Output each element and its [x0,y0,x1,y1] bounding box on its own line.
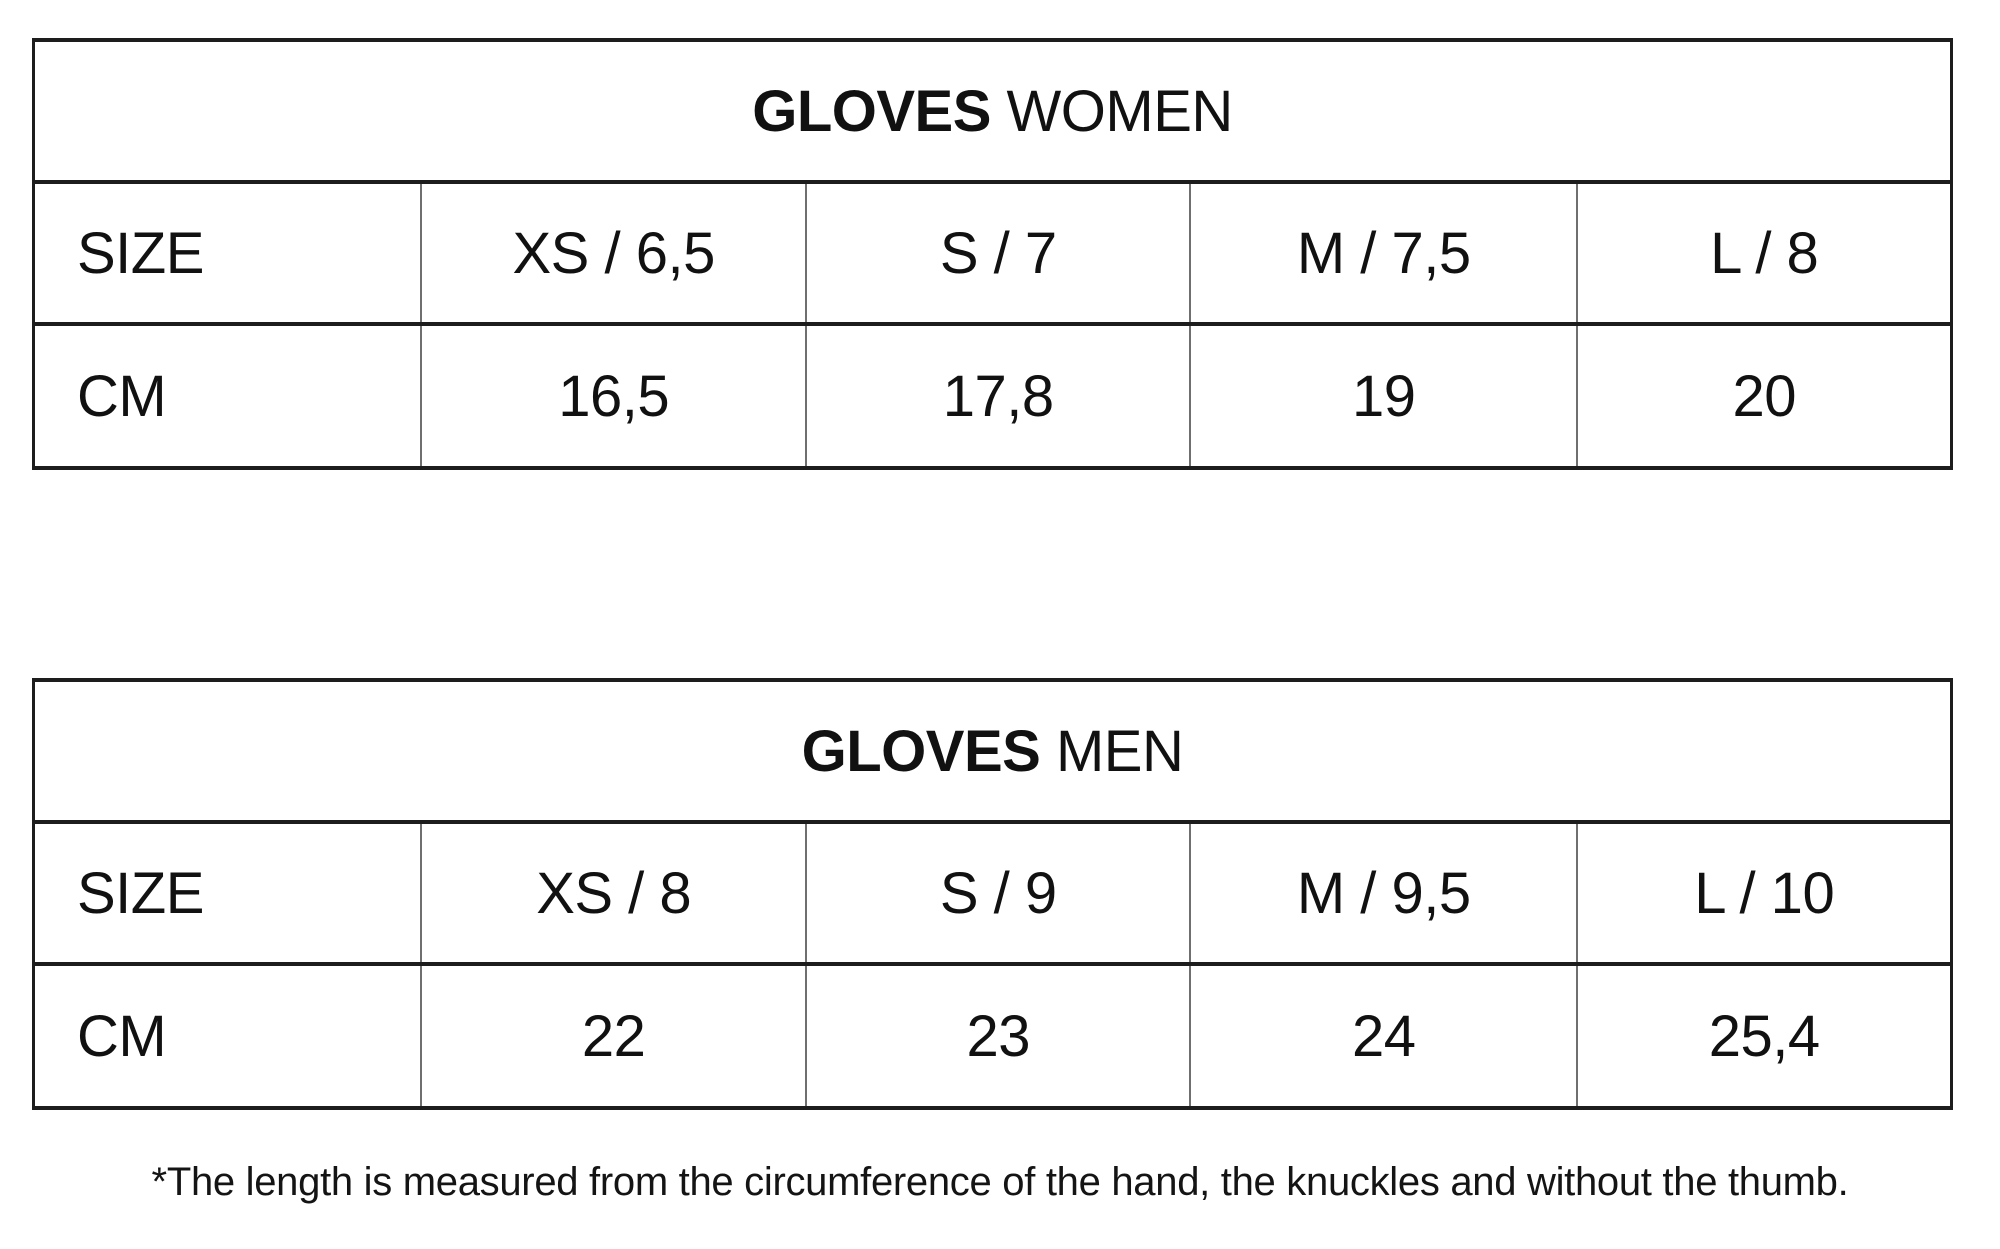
cm-value-xs: 22 [419,962,808,1110]
gloves-women-size-row: SIZE XS / 6,5 S / 7 M / 7,5 L / 8 [32,180,1953,326]
gloves-women-title-row: GLOVES WOMEN [32,38,1953,184]
cm-row-label: CM [32,322,422,470]
gloves-men-table-title: GLOVES MEN [32,678,1953,824]
table-title-product: GLOVES [752,78,991,144]
size-row-label: SIZE [32,820,422,966]
size-value-xs: XS / 6,5 [419,180,808,326]
gloves-men-size-chart: GLOVES MEN SIZE XS / 8 S / 9 M / 9,5 L /… [32,678,1953,1110]
gloves-women-table-title: GLOVES WOMEN [32,38,1953,184]
gloves-men-title-row: GLOVES MEN [32,678,1953,824]
size-value-xs: XS / 8 [419,820,808,966]
size-value-m: M / 9,5 [1189,820,1579,966]
size-value-s: S / 9 [805,820,1192,966]
cm-value-l: 25,4 [1576,962,1953,1110]
table-title-audience: MEN [1055,718,1184,784]
gloves-women-cm-row: CM 16,5 17,8 19 20 [32,322,1953,470]
gloves-men-cm-row: CM 22 23 24 25,4 [32,962,1953,1110]
size-value-l: L / 8 [1576,180,1953,326]
cm-value-s: 23 [805,962,1192,1110]
cm-value-l: 20 [1576,322,1953,470]
cm-row-label: CM [32,962,422,1110]
size-value-l: L / 10 [1576,820,1953,966]
table-title-audience: WOMEN [1006,78,1234,144]
measurement-footnote: *The length is measured from the circumf… [151,1160,1849,1204]
gloves-men-size-row: SIZE XS / 8 S / 9 M / 9,5 L / 10 [32,820,1953,966]
size-row-label: SIZE [32,180,422,326]
table-title-product: GLOVES [801,718,1041,784]
size-value-s: S / 7 [805,180,1192,326]
cm-value-s: 17,8 [805,322,1192,470]
size-value-m: M / 7,5 [1189,180,1579,326]
cm-value-m: 24 [1189,962,1579,1110]
cm-value-xs: 16,5 [419,322,808,470]
cm-value-m: 19 [1189,322,1579,470]
gloves-women-size-chart: GLOVES WOMEN SIZE XS / 6,5 S / 7 M / 7,5… [32,38,1953,470]
